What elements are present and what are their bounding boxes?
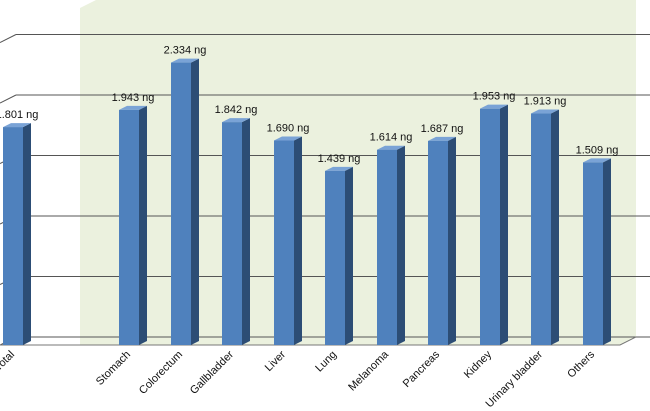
data-labels: 1.801 ng 1.943 ng 2.334 ng 1.842 ng 1.690 ng… xyxy=(0,45,618,165)
data-label: 2.334 ng xyxy=(164,45,207,57)
floor-edge xyxy=(0,336,637,346)
bar xyxy=(274,136,302,345)
data-label: 1.842 ng xyxy=(215,104,258,116)
category-tick-label: Total xyxy=(0,349,17,374)
bar xyxy=(325,166,353,345)
category-tick-label: Pancreas xyxy=(401,348,443,390)
bar xyxy=(222,118,250,345)
bar xyxy=(480,104,508,345)
bar xyxy=(377,145,405,345)
category-tick-label: Gallbladder xyxy=(188,348,237,397)
category-tick-label: Kidney xyxy=(462,348,495,381)
category-tick-label: Melanoma xyxy=(346,348,391,393)
category-tick-labels: Total Stomach Colorectum Gallbladder Liver Lu… xyxy=(0,348,597,410)
data-label: 1.614 ng xyxy=(370,132,413,144)
bar xyxy=(583,158,611,345)
data-label: 1.913 ng xyxy=(524,96,567,108)
category-tick-label: Stomach xyxy=(94,349,133,388)
bars xyxy=(3,58,611,345)
category-tick-label: Liver xyxy=(263,348,289,374)
data-label: 1.953 ng xyxy=(473,91,516,103)
bar xyxy=(171,58,199,345)
data-label: 1.943 ng xyxy=(112,92,155,104)
bar xyxy=(119,105,147,345)
data-label: 1.439 ng xyxy=(318,153,361,165)
gridline xyxy=(0,94,650,104)
data-label: 1.509 ng xyxy=(576,144,619,156)
category-tick-label: Colorectum xyxy=(137,349,185,397)
gridline xyxy=(0,34,650,43)
data-label: 1.690 ng xyxy=(267,123,310,135)
data-label: 1.801 ng xyxy=(0,109,38,121)
category-tick-label: Others xyxy=(565,348,597,380)
bar xyxy=(3,123,31,345)
bar xyxy=(531,109,559,345)
data-label: 1.687 ng xyxy=(421,123,464,135)
category-tick-label: Lung xyxy=(313,349,339,375)
bar xyxy=(428,136,456,345)
